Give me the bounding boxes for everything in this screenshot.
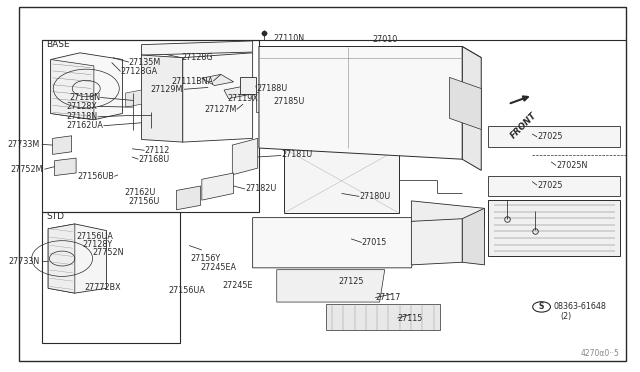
- Text: 27245EA: 27245EA: [200, 263, 237, 272]
- Text: 4270α0··5: 4270α0··5: [581, 349, 620, 358]
- Text: 27025: 27025: [537, 132, 563, 141]
- Text: 27156UA: 27156UA: [169, 286, 205, 295]
- Text: 08363-61648: 08363-61648: [554, 302, 607, 311]
- Text: 27127M: 27127M: [204, 105, 237, 114]
- Text: 27128X: 27128X: [67, 102, 98, 111]
- Text: 27733M: 27733M: [8, 140, 40, 149]
- Text: 27010: 27010: [372, 35, 397, 44]
- Text: 27025N: 27025N: [556, 161, 588, 170]
- Text: 27245E: 27245E: [222, 281, 253, 290]
- Polygon shape: [224, 86, 248, 99]
- Text: 27128G: 27128G: [182, 53, 213, 62]
- Text: 27162UA: 27162UA: [67, 121, 104, 130]
- Text: 27118N: 27118N: [67, 112, 98, 121]
- Polygon shape: [412, 219, 462, 265]
- Text: 27015: 27015: [362, 238, 387, 247]
- Text: 27135M: 27135M: [129, 58, 161, 67]
- Polygon shape: [183, 53, 253, 142]
- Polygon shape: [51, 53, 122, 120]
- Text: 27112: 27112: [145, 146, 170, 155]
- Polygon shape: [253, 218, 424, 268]
- Polygon shape: [488, 126, 620, 147]
- Polygon shape: [488, 176, 620, 196]
- Text: 27156U: 27156U: [129, 197, 160, 206]
- Text: 27156UB: 27156UB: [77, 172, 114, 181]
- Polygon shape: [462, 208, 484, 265]
- Polygon shape: [202, 173, 234, 200]
- Text: 27119X: 27119X: [227, 94, 258, 103]
- Text: 27156Y: 27156Y: [190, 254, 221, 263]
- Text: 27110N: 27110N: [273, 34, 304, 43]
- Text: 27168U: 27168U: [138, 155, 170, 164]
- Text: 27772BX: 27772BX: [84, 283, 121, 292]
- Polygon shape: [462, 46, 481, 170]
- Text: FRONT: FRONT: [509, 111, 539, 141]
- Polygon shape: [326, 304, 440, 330]
- Text: 27181U: 27181U: [281, 150, 312, 159]
- Text: 27129M: 27129M: [150, 85, 183, 94]
- Polygon shape: [259, 46, 462, 159]
- Text: 27117: 27117: [375, 293, 401, 302]
- Polygon shape: [54, 158, 76, 176]
- Text: 27188U: 27188U: [257, 84, 288, 93]
- Text: S: S: [539, 302, 544, 311]
- Text: 27752M: 27752M: [11, 165, 43, 174]
- Polygon shape: [51, 60, 94, 120]
- Polygon shape: [449, 77, 481, 129]
- Text: 27733N: 27733N: [9, 257, 40, 266]
- Polygon shape: [259, 46, 481, 58]
- Polygon shape: [240, 77, 256, 94]
- Text: 27180U: 27180U: [359, 192, 390, 201]
- Polygon shape: [48, 224, 75, 293]
- Text: 27752N: 27752N: [93, 248, 124, 257]
- Polygon shape: [125, 90, 141, 107]
- Text: 27185U: 27185U: [273, 97, 305, 106]
- Polygon shape: [202, 74, 234, 86]
- Polygon shape: [412, 201, 484, 229]
- Text: 27128Y: 27128Y: [83, 240, 113, 249]
- Text: 27025: 27025: [537, 181, 563, 190]
- Text: 27182U: 27182U: [245, 185, 276, 193]
- Bar: [42, 40, 259, 212]
- Bar: [42, 212, 180, 343]
- Text: 27111BNA: 27111BNA: [171, 77, 213, 86]
- Polygon shape: [48, 224, 107, 293]
- Text: STD: STD: [46, 212, 64, 221]
- Polygon shape: [177, 186, 200, 210]
- Polygon shape: [276, 270, 385, 302]
- Polygon shape: [488, 200, 620, 256]
- Polygon shape: [232, 138, 258, 175]
- Text: BASE: BASE: [46, 39, 70, 48]
- Text: 27115: 27115: [397, 314, 423, 323]
- Text: 27162U: 27162U: [125, 188, 156, 197]
- Text: (2): (2): [561, 312, 572, 321]
- Polygon shape: [284, 149, 399, 213]
- Polygon shape: [141, 55, 183, 142]
- Text: 27128GA: 27128GA: [120, 67, 157, 76]
- Polygon shape: [52, 136, 72, 154]
- Text: 27118N: 27118N: [69, 93, 100, 102]
- Text: 27156UA: 27156UA: [76, 232, 113, 241]
- Text: 27125: 27125: [339, 277, 364, 286]
- Polygon shape: [141, 41, 253, 55]
- Polygon shape: [256, 92, 272, 112]
